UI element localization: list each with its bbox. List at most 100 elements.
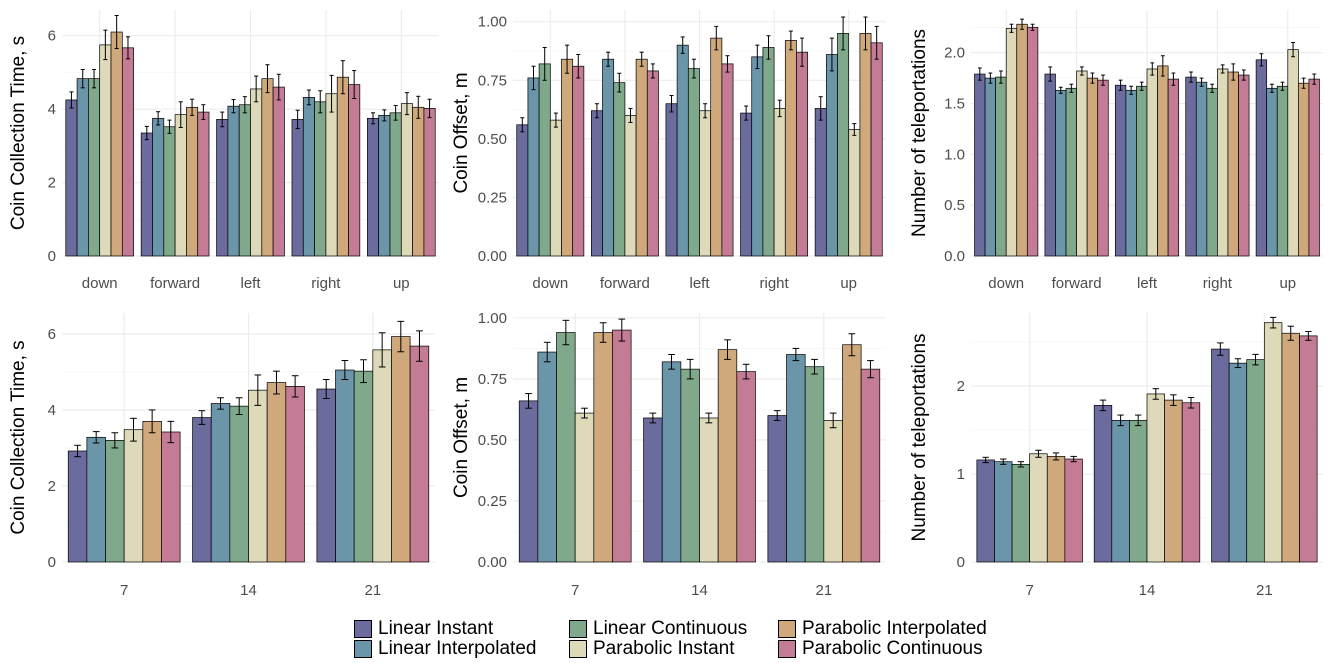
bar-linear-interpolated-down [984, 77, 996, 257]
error-bar-linear-continuous-up [841, 16, 846, 51]
error-bar-linear-interpolated-21 [792, 347, 800, 362]
bar-linear-instant-left [216, 119, 229, 257]
error-bar-parabolic-interpolated-up [416, 95, 421, 119]
bar-linear-instant-down [974, 73, 986, 257]
error-bar-linear-interpolated-down [80, 68, 85, 89]
bar-linear-instant-down [65, 99, 78, 257]
error-bar-parabolic-interpolated-left [265, 64, 270, 94]
chart-panel-time-by-distance: 0 2 4 6 7 14 21 Coin Collection Time, s [8, 313, 435, 599]
error-bar-parabolic-continuous-21 [867, 360, 874, 379]
error-bar-parabolic-continuous-7 [167, 420, 175, 444]
y-tick-label: 0.50 [478, 432, 507, 449]
bar-linear-instant-21 [1211, 348, 1230, 563]
error-bar-parabolic-continuous-left [276, 73, 281, 101]
x-tick-label: 7 [571, 582, 579, 599]
error-bar-parabolic-instant-up [1291, 42, 1295, 58]
error-bar-parabolic-instant-down [103, 29, 108, 61]
error-bar-parabolic-interpolated-left [1160, 55, 1165, 77]
error-bar-parabolic-interpolated-down [114, 15, 119, 50]
bar-parabolic-interpolated-left [1157, 65, 1169, 257]
bar-parabolic-interpolated-21 [391, 336, 411, 563]
chart-panel-time-by-direction: 0 2 4 6 down forward left right up Coin Collectio… [8, 10, 439, 292]
error-bar-parabolic-instant-up [852, 123, 857, 136]
series-linear-instant [976, 342, 1230, 563]
bar-parabolic-interpolated-left [261, 78, 274, 257]
y-tick-label: 4 [48, 402, 56, 419]
bar-linear-instant-21 [316, 388, 336, 563]
error-bar-parabolic-continuous-14 [742, 363, 750, 380]
y-tick-label: 0.25 [478, 189, 507, 206]
bar-linear-instant-right [1185, 76, 1197, 257]
bar-parabolic-instant-7 [1029, 453, 1048, 563]
bar-parabolic-continuous-forward [646, 70, 659, 257]
legend-swatch-linear-interpolated [354, 640, 372, 658]
error-bar-linear-instant-right [295, 109, 300, 130]
error-bar-parabolic-continuous-right [352, 70, 357, 99]
error-bar-parabolic-interpolated-right [340, 60, 345, 95]
series-linear-continuous [1011, 353, 1265, 563]
bar-parabolic-continuous-right [348, 84, 361, 257]
error-bar-linear-continuous-up [393, 104, 398, 121]
bar-parabolic-interpolated-14 [717, 349, 738, 563]
error-bar-linear-instant-14 [198, 410, 206, 425]
error-bar-linear-continuous-down [999, 70, 1003, 84]
error-bar-parabolic-instant-right [329, 74, 334, 113]
error-bar-parabolic-instant-7 [1035, 449, 1042, 458]
bar-parabolic-continuous-forward [1097, 79, 1109, 257]
error-bar-linear-interpolated-21 [341, 360, 349, 381]
bar-parabolic-interpolated-forward [1086, 77, 1099, 257]
error-bar-parabolic-instant-down [553, 112, 558, 128]
bar-parabolic-instant-21 [372, 349, 392, 563]
bar-parabolic-instant-down [549, 119, 562, 257]
x-tick-label: 14 [691, 582, 708, 599]
bar-parabolic-instant-right [325, 93, 338, 257]
error-bar-linear-continuous-14 [686, 358, 694, 380]
error-bar-linear-instant-right [744, 105, 749, 121]
error-bar-parabolic-continuous-14 [291, 375, 299, 398]
bar-parabolic-instant-14 [699, 417, 719, 563]
bar-linear-instant-up [1255, 59, 1268, 257]
bar-parabolic-interpolated-21 [842, 344, 862, 563]
bar-parabolic-interpolated-left [710, 37, 723, 257]
error-bar-parabolic-interpolated-forward [639, 51, 644, 67]
bar-linear-continuous-up [837, 33, 850, 257]
bar-linear-continuous-14 [1129, 419, 1148, 563]
bar-linear-continuous-7 [1011, 463, 1031, 563]
bar-parabolic-interpolated-forward [186, 106, 199, 257]
error-bar-linear-continuous-forward [617, 72, 622, 93]
y-tick-label: 1.00 [478, 310, 507, 327]
bar-parabolic-instant-21 [1263, 322, 1283, 563]
series-linear-continuous [105, 359, 374, 563]
bar-linear-continuous-down [538, 63, 551, 257]
error-bar-parabolic-instant-21 [378, 332, 386, 368]
bar-linear-continuous-down [88, 78, 101, 257]
bar-linear-interpolated-21 [1228, 362, 1248, 563]
bar-parabolic-continuous-21 [409, 345, 430, 563]
bar-parabolic-continuous-7 [1064, 458, 1083, 563]
x-tick-label: 21 [364, 582, 381, 599]
x-tick-label: left [689, 275, 710, 292]
error-bar-parabolic-interpolated-forward [1090, 72, 1095, 84]
bar-linear-interpolated-21 [335, 369, 355, 563]
x-tick-label: up [840, 275, 857, 292]
bar-parabolic-continuous-down [1026, 26, 1039, 257]
y-axis-title: Number of teleportations [909, 29, 930, 237]
error-bar-linear-interpolated-forward [1058, 86, 1063, 94]
bar-parabolic-interpolated-down [110, 31, 123, 257]
bar-linear-continuous-7 [105, 440, 125, 563]
y-tick-label: 0.75 [478, 371, 507, 388]
error-bar-parabolic-instant-forward [1079, 66, 1084, 76]
series-parabolic-instant [1029, 316, 1283, 563]
error-bar-linear-continuous-7 [1017, 461, 1025, 468]
error-bar-linear-interpolated-down [988, 72, 993, 84]
error-bar-parabolic-interpolated-7 [148, 409, 156, 434]
bar-parabolic-interpolated-down [1016, 23, 1028, 257]
chart-panel-teleportations-by-direction: 0.0 0.5 1.0 1.5 2.0 down forward left right up Num… [909, 10, 1323, 292]
error-bar-linear-continuous-down [542, 46, 547, 81]
bar-parabolic-instant-forward [174, 114, 187, 257]
legend-label: Parabolic Interpolated [802, 618, 987, 639]
bar-linear-instant-up [814, 108, 827, 257]
y-axis-title: Coin Collection Time, s [8, 36, 29, 230]
legend-swatch-parabolic-instant [569, 640, 587, 658]
series-linear-continuous [556, 319, 825, 563]
